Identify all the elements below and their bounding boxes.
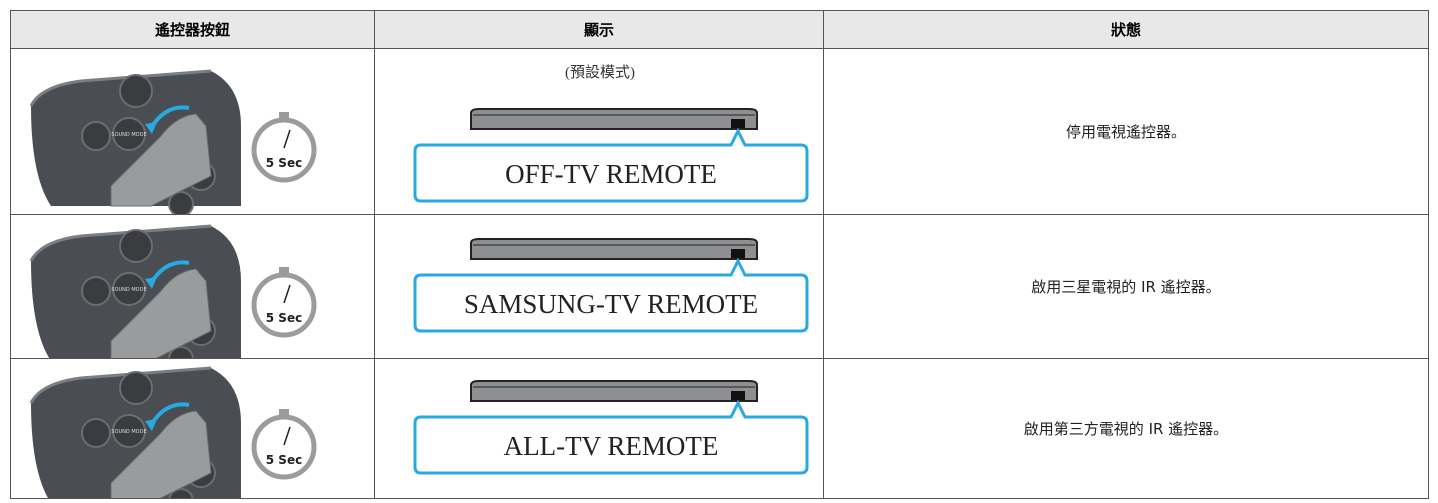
remote-illustration: SOUND MODEWOOFER5 Sec [29, 366, 317, 498]
header-cell: 遙控器按鈕 [10, 10, 375, 49]
soundbar [470, 108, 758, 130]
mode-note: (預設模式) [565, 64, 635, 81]
display-cell: ALL-TV REMOTE [374, 358, 824, 499]
press-arrow-head [145, 419, 157, 431]
timer-ring [251, 272, 317, 338]
remote-label: SOUND MODE [111, 132, 146, 138]
remote-label: SOUND MODE [111, 429, 146, 435]
header-text: 狀態 [1110, 21, 1141, 39]
finger [110, 268, 212, 358]
display-cell: (預設模式) OFF-TV REMOTE [374, 48, 824, 215]
table: 遙控器按鈕 顯示 狀態 SOUND MODEWOOFER5 Sec (預設模式) OFF-… [10, 10, 1429, 499]
callout [413, 399, 809, 475]
status-cell: 啟用三星電視的 IR 遙控器。 [823, 214, 1429, 359]
display-window [731, 391, 745, 400]
soundbar [470, 238, 758, 260]
remote-illustration: SOUND MODEWOOFER5 Sec [29, 69, 317, 214]
status-cell: 啟用第三方電視的 IR 遙控器。 [823, 358, 1429, 499]
remote-cell: SOUND MODEWOOFER5 Sec [10, 214, 375, 359]
display-window [731, 119, 745, 128]
timer-label: 5 Sec [266, 453, 302, 467]
display-text: ALL-TV REMOTE [504, 431, 719, 461]
remote-button [81, 276, 111, 306]
display-illustration: (預設模式) OFF-TV REMOTE [413, 64, 809, 203]
remote-button [119, 229, 153, 263]
display-text: SAMSUNG-TV REMOTE [464, 289, 758, 319]
remote-button [112, 117, 146, 151]
timer-hand [283, 426, 291, 446]
header-text: 遙控器按鈕 [154, 21, 230, 39]
status-cell: 停用電視遙控器。 [823, 48, 1429, 215]
remote-button [168, 191, 194, 214]
display-cell: SAMSUNG-TV REMOTE [374, 214, 824, 359]
remote-illustration: SOUND MODEWOOFER5 Sec [29, 224, 317, 358]
remote-cell: SOUND MODEWOOFER5 Sec [10, 48, 375, 215]
display-window [731, 249, 745, 258]
display-illustration: SAMSUNG-TV REMOTE [413, 238, 809, 333]
remote-button [119, 74, 153, 108]
remote-button [112, 414, 146, 448]
remote-cell: SOUND MODEWOOFER5 Sec [10, 358, 375, 499]
header-text: 顯示 [583, 21, 614, 39]
display-text: OFF-TV REMOTE [505, 159, 717, 189]
remote-label: SOUND MODE [111, 287, 146, 293]
remote-button [168, 346, 194, 358]
status-text: 停用電視遙控器。 [1065, 123, 1186, 141]
remote-group: SOUND MODEWOOFER5 Sec [29, 69, 317, 214]
press-arrow-head [145, 122, 157, 134]
timer-hand [283, 284, 291, 304]
remote-button [81, 121, 111, 151]
timer-crown [279, 112, 289, 118]
remote-edge [29, 69, 212, 107]
timer-ring [251, 414, 317, 480]
timer-crown [279, 267, 289, 273]
remote-button [119, 371, 153, 405]
timer-label: 5 Sec [266, 156, 302, 170]
status-text: 啟用第三方電視的 IR 遙控器。 [1023, 420, 1229, 438]
remote-edge [29, 366, 212, 404]
finger [110, 113, 212, 207]
remote-button [81, 418, 111, 448]
remote-edge [29, 224, 212, 262]
timer-ring [251, 117, 317, 183]
header-cell: 顯示 [374, 10, 824, 49]
header-cell: 狀態 [823, 10, 1429, 49]
timer-crown [279, 409, 289, 415]
status-text: 啟用三星電視的 IR 遙控器。 [1031, 278, 1221, 296]
soundbar [470, 380, 758, 402]
callout [413, 257, 809, 333]
timer-label: 5 Sec [266, 311, 302, 325]
remote-group: SOUND MODEWOOFER5 Sec [29, 224, 317, 358]
remote-group: SOUND MODEWOOFER5 Sec [29, 366, 317, 498]
remote-button [112, 272, 146, 306]
timer-hand [283, 129, 291, 149]
press-arrow-head [145, 277, 157, 289]
callout [413, 127, 809, 203]
finger [110, 410, 212, 498]
display-illustration: ALL-TV REMOTE [413, 380, 809, 475]
